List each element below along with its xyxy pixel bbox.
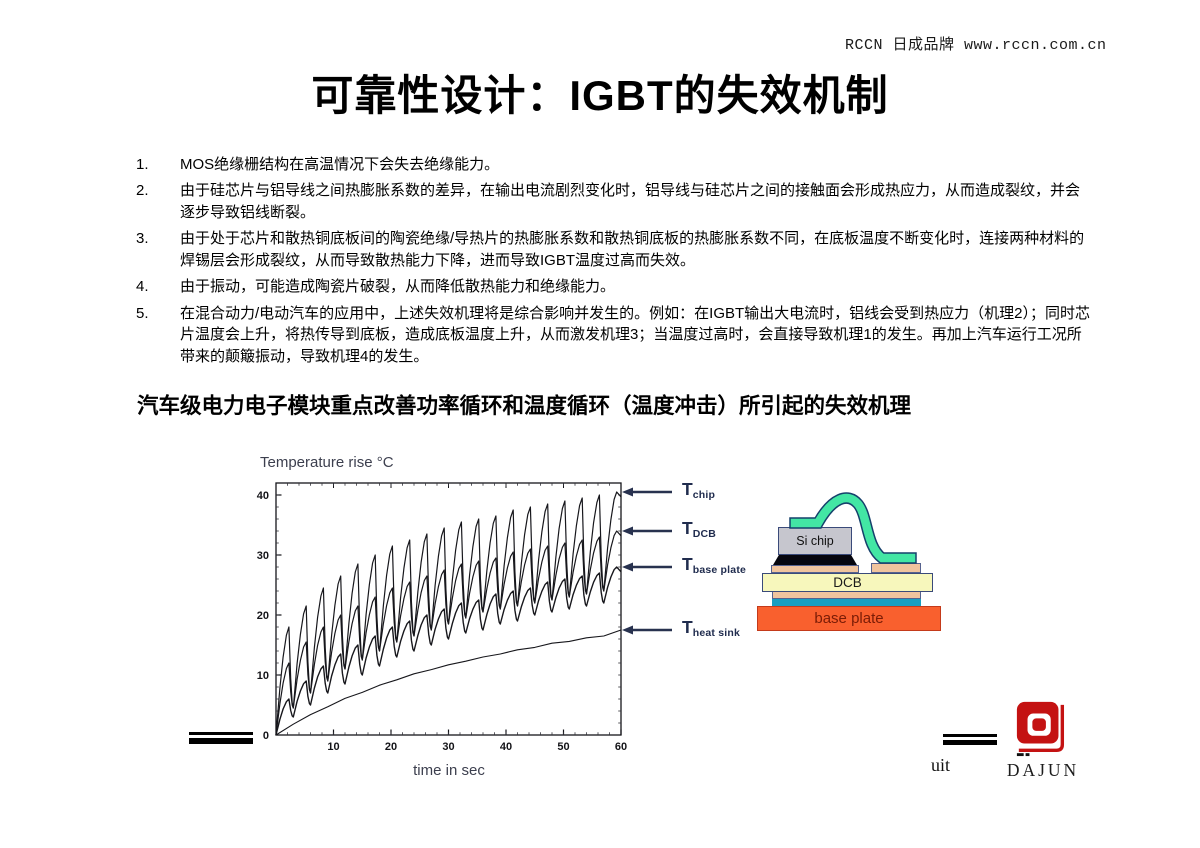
- list-item: 1. MOS绝缘栅结构在高温情况下会失去绝缘能力。: [136, 154, 1092, 175]
- key-statement: 汽车级电力电子模块重点改善功率循环和温度循环（温度冲击）所引起的失效机理: [137, 394, 912, 418]
- copper-strip-layer: [772, 592, 921, 599]
- svg-text:40: 40: [257, 490, 269, 502]
- chip-solder-layer: [773, 555, 857, 565]
- list-item-text: 在混合动力/电动汽车的应用中，上述失效机理将是综合影响并发生的。例如：在IGBT…: [180, 304, 1091, 365]
- divider-left: [189, 732, 253, 744]
- list-item-text: 由于处于芯片和散热铜底板间的陶瓷绝缘/导热片的热膨胀系数和散热铜底板的热膨胀系数…: [180, 230, 1085, 269]
- svg-text:10: 10: [257, 670, 269, 682]
- list-item-text: MOS绝缘栅结构在高温情况下会失去绝缘能力。: [180, 156, 500, 173]
- base-plate-layer: base plate: [757, 606, 941, 631]
- si-chip-layer: Si chip: [778, 527, 852, 555]
- dcb-label: DCB: [833, 575, 862, 590]
- list-item-number: 5.: [136, 304, 149, 322]
- svg-text:60: 60: [615, 741, 627, 753]
- dajun-logo: DAJUN: [1004, 698, 1082, 781]
- list-item: 5. 在混合动力/电动汽车的应用中，上述失效机理将是综合影响并发生的。例如：在I…: [136, 303, 1092, 367]
- dajun-logo-text: DAJUN: [1006, 760, 1080, 780]
- curve-label-t-base-plate: Tbase plate: [682, 554, 746, 576]
- si-chip-label: Si chip: [796, 534, 834, 548]
- curve-label-symbol: T: [682, 479, 693, 499]
- chart-x-axis-label: time in sec: [413, 762, 485, 779]
- curve-label-t-chip: Tchip: [682, 479, 715, 501]
- divider-line: [943, 739, 997, 745]
- divider-right: [943, 734, 997, 745]
- list-item-text: 由于硅芯片与铝导线之间热膨胀系数的差异，在输出电流剧烈变化时，铝导线与硅芯片之间…: [180, 182, 1081, 221]
- curve-label-symbol: T: [682, 518, 693, 538]
- list-item-number: 1.: [136, 156, 149, 173]
- dcb-layer: DCB: [762, 573, 933, 592]
- curve-label-symbol: T: [682, 554, 693, 574]
- svg-text:40: 40: [500, 741, 512, 753]
- dajun-logo-icon: [1016, 701, 1065, 757]
- list-item-number: 4.: [136, 278, 149, 296]
- page-title: 可靠性设计：IGBT的失效机制: [311, 72, 889, 119]
- list-item: 4. 由于振动，可能造成陶瓷片破裂，从而降低散热能力和绝缘能力。: [136, 276, 1092, 297]
- list-item-number: 3.: [136, 230, 149, 248]
- curve-label-sub: heat sink: [692, 627, 741, 639]
- svg-text:30: 30: [257, 550, 269, 562]
- base-plate-label: base plate: [814, 610, 884, 627]
- svg-text:30: 30: [442, 741, 454, 753]
- curve-label-t-heat-sink: Theat sink: [682, 617, 740, 639]
- igbt-stack-diagram: Si chip DCB base plate: [750, 478, 950, 636]
- list-item: 3. 由于处于芯片和散热铜底板间的陶瓷绝缘/导热片的热膨胀系数和散热铜底板的热膨…: [136, 228, 1092, 271]
- list-item-text: 由于振动，可能造成陶瓷片破裂，从而降低散热能力和绝缘能力。: [180, 278, 616, 296]
- svg-text:20: 20: [385, 741, 397, 753]
- curve-label-sub: DCB: [692, 528, 717, 540]
- curve-label-t-dcb: TDCB: [682, 518, 716, 540]
- temperature-chart: Temperature rise °C 10 20 30 40 50 60 0 10 20 30 4…: [238, 448, 778, 800]
- svg-text:0: 0: [263, 730, 269, 742]
- curve-label-symbol: T: [682, 617, 693, 637]
- failure-list: 1. MOS绝缘栅结构在高温情况下会失去绝缘能力。 2. 由于硅芯片与铝导线之间…: [136, 154, 1092, 367]
- list-item-number: 2.: [136, 182, 149, 200]
- divider-line: [189, 732, 253, 735]
- curve-label-sub: chip: [692, 489, 716, 501]
- divider-line: [189, 738, 253, 744]
- svg-text:20: 20: [257, 610, 269, 622]
- svg-text:50: 50: [557, 741, 569, 753]
- divider-line: [943, 734, 997, 737]
- curve-label-sub: base plate: [692, 564, 747, 576]
- copper-pad-left: [771, 565, 859, 573]
- chart-y-axis-label: Temperature rise °C: [260, 454, 394, 471]
- svg-text:10: 10: [327, 741, 339, 753]
- list-item: 2. 由于硅芯片与铝导线之间热膨胀系数的差异，在输出电流剧烈变化时，铝导线与硅芯…: [136, 180, 1092, 223]
- brand-text: RCCN 日成品牌 www.rccn.com.cn: [845, 37, 1107, 54]
- bond-wire-icon: [789, 492, 917, 564]
- cropped-text-fragment: uit: [931, 755, 951, 775]
- base-solder-layer: [772, 599, 921, 606]
